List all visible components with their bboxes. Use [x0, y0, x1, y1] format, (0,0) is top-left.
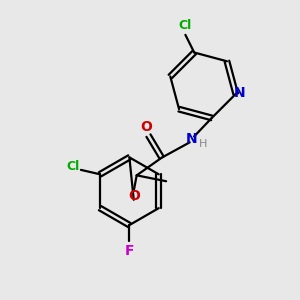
Text: Cl: Cl: [178, 19, 191, 32]
Text: H: H: [199, 140, 208, 149]
Text: F: F: [124, 244, 134, 258]
Text: N: N: [185, 131, 197, 146]
Text: O: O: [140, 120, 152, 134]
Text: Cl: Cl: [66, 160, 79, 173]
Text: N: N: [233, 85, 245, 100]
Text: O: O: [128, 189, 140, 203]
